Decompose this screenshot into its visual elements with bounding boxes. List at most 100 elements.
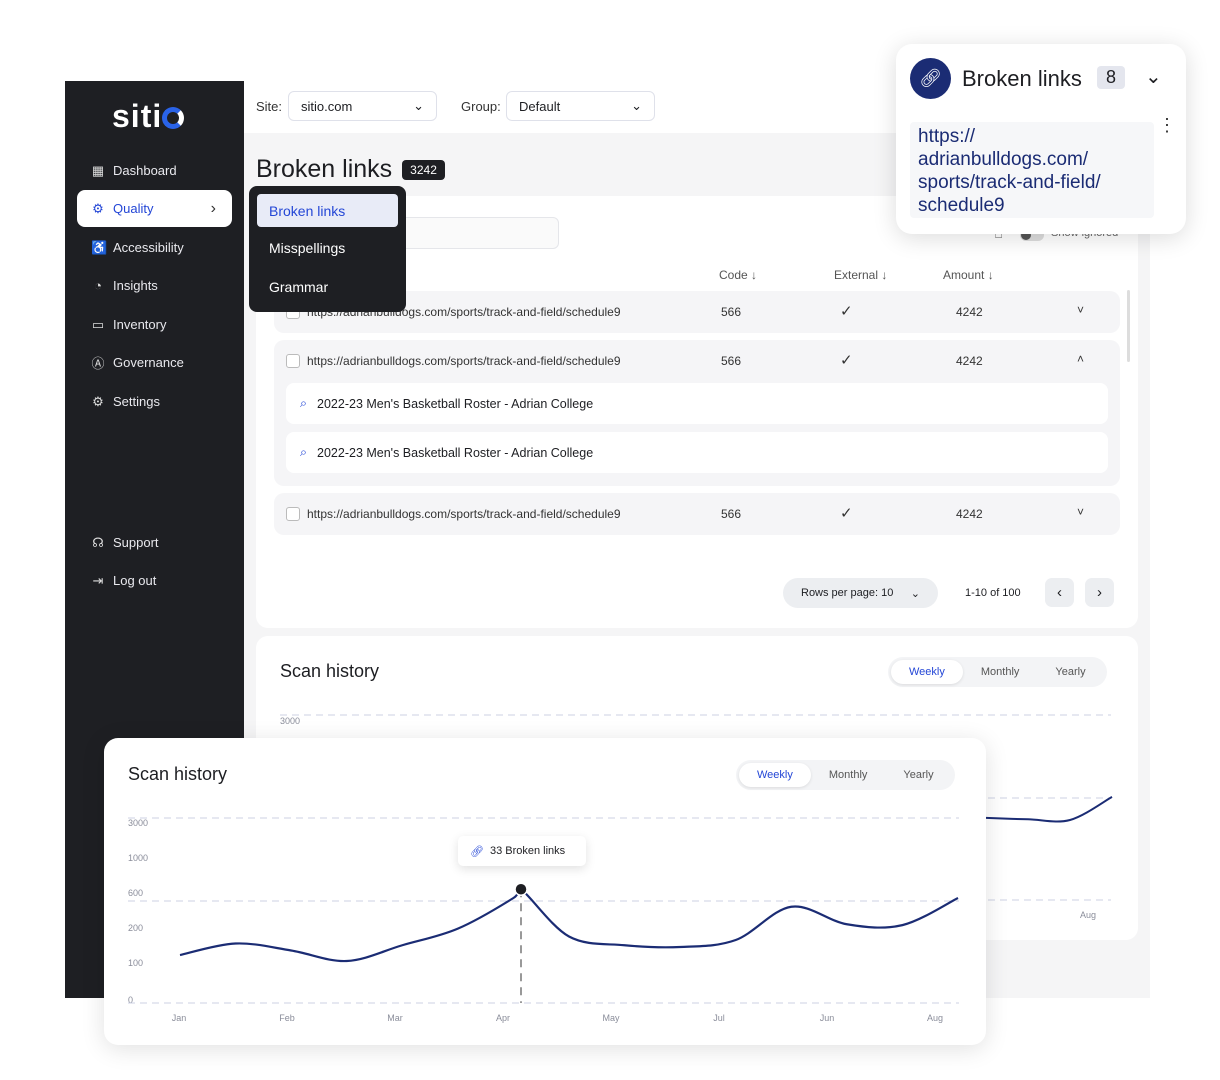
sidebar-item-inventory[interactable]: ▭ Inventory bbox=[77, 306, 232, 343]
site-select[interactable]: sitio.com ⌄ bbox=[288, 91, 437, 121]
sidebar-item-label: Governance bbox=[113, 355, 184, 370]
logout-icon: ⇥ bbox=[92, 572, 104, 588]
sidebar-item-settings[interactable]: ⚙ Settings bbox=[77, 383, 232, 420]
quality-icon: ⚙ bbox=[92, 200, 104, 216]
chevron-down-icon: ⌄ bbox=[631, 98, 642, 113]
x-tick-label: Feb bbox=[279, 1013, 295, 1023]
tab-weekly[interactable]: Weekly bbox=[891, 660, 963, 684]
group-value: Default bbox=[519, 98, 561, 114]
x-tick-label: Mar bbox=[387, 1013, 403, 1023]
col-external[interactable]: External ↓ bbox=[834, 268, 888, 282]
y-tick-label: 3000 bbox=[128, 818, 148, 828]
sidebar-item-dashboard[interactable]: ▦ Dashboard bbox=[77, 152, 232, 189]
chevron-down-icon: ⌄ bbox=[413, 98, 424, 113]
check-icon: ✓ bbox=[840, 352, 853, 369]
governance-icon: Ⓐ bbox=[91, 356, 105, 371]
search-icon: ⌕ bbox=[300, 396, 308, 410]
chevron-up-icon[interactable]: ˄ bbox=[1077, 352, 1085, 366]
x-tick-label: Apr bbox=[496, 1013, 510, 1023]
scrollbar[interactable] bbox=[1127, 290, 1130, 362]
row-code: 566 bbox=[721, 354, 742, 368]
site-label: Site: bbox=[256, 99, 283, 114]
sidebar-item-label: Support bbox=[113, 535, 159, 550]
submenu-grammar[interactable]: Grammar bbox=[269, 278, 329, 295]
sidebar-item-label: Quality bbox=[113, 201, 154, 216]
sidebar-item-accessibility[interactable]: ♿ Accessibility bbox=[77, 229, 232, 266]
col-code[interactable]: Code ↓ bbox=[719, 268, 758, 282]
search-input[interactable] bbox=[400, 217, 559, 249]
child-title: 2022-23 Men's Basketball Roster - Adrian… bbox=[317, 445, 594, 460]
col-amount[interactable]: Amount ↓ bbox=[943, 268, 994, 282]
y-tick-label: 1000 bbox=[128, 853, 148, 863]
x-tick-label: Jun bbox=[820, 1013, 835, 1023]
submenu-broken-links[interactable]: Broken links bbox=[257, 194, 398, 227]
tab-yearly[interactable]: Yearly bbox=[903, 769, 934, 781]
support-icon: ☊ bbox=[92, 534, 104, 550]
tooltip-text: 33 Broken links bbox=[489, 845, 566, 857]
row-checkbox[interactable] bbox=[286, 507, 300, 521]
row-child-item[interactable]: ⌕ 2022-23 Men's Basketball Roster - Adria… bbox=[286, 383, 1108, 424]
row-url[interactable]: https://adrianbulldogs.com/sports/track-… bbox=[307, 354, 621, 368]
chevron-right-icon: › bbox=[210, 199, 216, 217]
row-child-item[interactable]: ⌕ 2022-23 Men's Basketball Roster - Adria… bbox=[286, 432, 1108, 473]
count-badge: 3242 bbox=[402, 159, 445, 180]
table-row[interactable] bbox=[274, 291, 1120, 333]
child-title: 2022-23 Men's Basketball Roster - Adrian… bbox=[317, 396, 594, 411]
row-amount: 4242 bbox=[956, 507, 983, 521]
chevron-down-icon[interactable]: ˅ bbox=[1077, 505, 1085, 519]
scan-history-chart: 0 100 200 600 1000 3000 Jan Feb Mar Apr May Jul Jun A… bbox=[128, 817, 959, 1023]
x-tick-label: May bbox=[602, 1013, 620, 1023]
pagination-range: 1-10 of 100 bbox=[965, 587, 1021, 599]
logo[interactable]: siti bbox=[112, 98, 185, 135]
sidebar-item-log-out[interactable]: ⇥ Log out bbox=[77, 562, 232, 599]
sidebar-item-support[interactable]: ☊ Support bbox=[77, 524, 232, 561]
accessibility-icon: ♿ bbox=[91, 239, 108, 255]
row-checkbox[interactable] bbox=[286, 354, 300, 368]
sidebar-item-insights[interactable]: ◔ Insights bbox=[77, 267, 232, 304]
tab-yearly[interactable]: Yearly bbox=[1055, 666, 1086, 678]
submenu-misspellings[interactable]: Misspellings bbox=[269, 239, 346, 256]
prev-page-button[interactable]: ‹ bbox=[1045, 578, 1074, 607]
series-line bbox=[179, 885, 959, 963]
tab-monthly[interactable]: Monthly bbox=[980, 666, 1020, 678]
next-page-button[interactable]: › bbox=[1085, 578, 1114, 607]
y-tick-label: 200 bbox=[128, 923, 143, 933]
tab-weekly[interactable]: Weekly bbox=[739, 763, 811, 787]
sidebar-item-governance[interactable]: Ⓐ Governance bbox=[77, 344, 232, 381]
row-amount: 4242 bbox=[956, 305, 983, 319]
x-tick-label: Jul bbox=[713, 1013, 725, 1023]
y-tick-label: 100 bbox=[128, 958, 143, 968]
tab-monthly[interactable]: Monthly bbox=[828, 769, 868, 781]
y-tick-label: 3000 bbox=[280, 716, 300, 726]
highlight-point bbox=[514, 882, 528, 896]
group-select[interactable]: Default ⌄ bbox=[506, 91, 655, 121]
chevron-down-icon[interactable]: ⌄ bbox=[1145, 66, 1162, 88]
scan-history-title-bg: Scan history bbox=[280, 661, 380, 681]
grid-icon: ▦ bbox=[91, 162, 105, 178]
row-url[interactable]: https://adrianbulldogs.com/sports/track-… bbox=[307, 507, 621, 521]
check-icon: ✓ bbox=[840, 303, 853, 320]
bookmark-icon[interactable]: ⎕ bbox=[995, 227, 1003, 241]
gear-icon: ⚙ bbox=[92, 393, 104, 409]
x-tick-label: Jan bbox=[172, 1013, 187, 1023]
chevron-down-icon[interactable]: ˅ bbox=[1077, 303, 1085, 317]
more-options-icon[interactable]: ⋮ bbox=[1158, 116, 1176, 134]
period-tabs-bg: Weekly Monthly Yearly bbox=[888, 657, 1107, 687]
site-value: sitio.com bbox=[301, 98, 353, 114]
sidebar-item-label: Dashboard bbox=[113, 163, 177, 178]
link-icon: 🔗︎ bbox=[910, 58, 951, 99]
chart-tooltip: 🔗︎ 33 Broken links bbox=[458, 836, 586, 866]
pie-chart-icon: ◔ bbox=[94, 278, 102, 293]
page-title: Broken links bbox=[256, 155, 393, 183]
y-tick-label: 0 bbox=[128, 995, 133, 1005]
popover-count: 8 bbox=[1097, 66, 1126, 89]
sidebar-item-label: Inventory bbox=[113, 317, 167, 332]
popover-url[interactable]: https:// adrianbulldogs.com/ sports/trac… bbox=[910, 122, 1154, 218]
rows-per-page-select[interactable]: Rows per page: 10 ⌄ bbox=[783, 578, 938, 608]
chevron-down-icon: ⌄ bbox=[910, 587, 920, 600]
group-label: Group: bbox=[461, 99, 501, 114]
table-row[interactable] bbox=[274, 493, 1120, 535]
sidebar-item-label: Settings bbox=[113, 394, 160, 409]
scan-history-title: Scan history bbox=[128, 764, 228, 784]
sidebar-item-quality[interactable]: ⚙ Quality › bbox=[77, 190, 232, 227]
